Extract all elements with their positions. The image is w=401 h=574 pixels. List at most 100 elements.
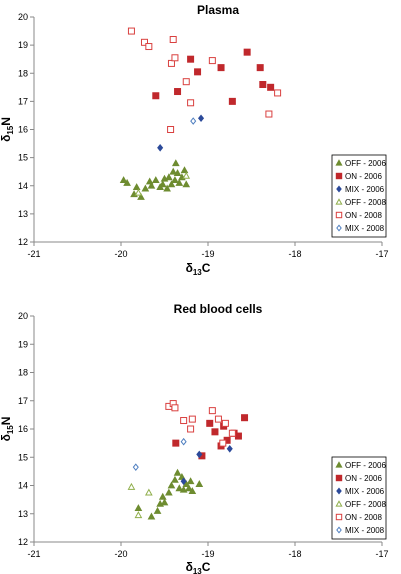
legend-marker [336,224,342,232]
data-point [157,143,164,152]
data-point [267,83,275,91]
y-tick-label: 15 [18,452,28,462]
data-point [144,488,153,496]
y-axis-label: δ15N [0,417,15,442]
data-point [259,81,267,88]
legend-marker [335,513,343,521]
legend-box [331,456,387,540]
x-tick-label: -18 [288,549,301,559]
data-point [208,407,216,415]
series-off-2006 [119,159,191,200]
legend-marker [335,211,343,219]
y-tick-label: 18 [18,368,28,378]
data-point [228,429,236,437]
legend-marker [335,461,343,468]
legend-label: MIX - 2008 [345,224,385,233]
data-point [132,463,139,471]
data-point [147,181,156,189]
data-point [194,68,202,76]
legend-label: ON - 2008 [345,211,382,220]
legend-label: OFF - 2008 [345,198,386,207]
data-point [171,404,179,412]
legend-label: MIX - 2008 [345,526,385,535]
chart-2: Red blood cells 12 13 14 15 16 17 18 19 20 -21 -20 -… [0,302,389,574]
data-point [169,36,177,43]
data-point [158,180,167,188]
data-point [169,167,178,175]
series-off-2008 [127,482,153,519]
legend-label: OFF - 2006 [345,159,386,168]
series-on-2006 [152,48,275,105]
y-tick-label: 16 [18,125,28,135]
data-point [137,192,145,200]
chart-title: Plasma [197,3,239,17]
data-point [134,504,143,511]
y-tick-label: 12 [18,537,28,547]
y-tick-label: 13 [18,209,28,219]
data-point [182,180,191,188]
series-on-2008 [165,400,236,447]
y-tick-label: 19 [18,40,28,50]
x-tick-label: -21 [27,249,40,259]
data-point [188,487,197,495]
legend-label: ON - 2008 [345,513,382,522]
data-point [163,184,171,192]
legend-marker [336,487,342,495]
data-point [171,54,179,62]
data-point [140,38,148,46]
data-point [171,475,179,483]
data-point [165,173,173,181]
data-point [186,477,195,485]
y-tick-label: 12 [18,237,28,247]
data-point [234,432,242,440]
chart-1: Plasma 12 13 14 15 16 17 18 19 20 -21 -20 -19 -18 -17 δ… [0,3,389,277]
x-tick-label: -21 [27,549,40,559]
x-tick-label: -17 [375,249,388,259]
data-point [274,89,282,97]
data-point [174,88,182,96]
data-point [167,180,176,188]
data-point [123,178,131,186]
y-tick-label: 20 [18,311,28,321]
data-point [147,512,156,520]
series-off-2006 [134,468,204,520]
data-point [219,439,227,447]
data-point [127,27,135,35]
legend: OFF - 2006 ON - 2006 MIX - 2006 OFF - 2008 O… [331,456,387,540]
legend-label: ON - 2006 [345,172,382,181]
data-point [179,485,188,493]
data-point [173,468,182,476]
data-point [172,439,180,447]
data-point [187,425,195,433]
y-tick-label: 17 [18,396,28,406]
series-on-2008 [127,27,282,133]
data-point [145,43,153,51]
x-tick-label: -19 [201,249,214,259]
data-point [165,488,173,496]
data-point [187,55,195,63]
x-axis-label: δ13C [186,261,211,277]
data-point [190,117,197,125]
legend-marker [335,198,343,205]
x-axis-label: δ13C [186,560,211,574]
x-tick-label: -20 [114,249,127,259]
data-point [167,59,175,67]
data-point [119,176,128,184]
data-point [132,183,141,191]
chart-title: Red blood cells [174,302,263,316]
legend-label: OFF - 2008 [345,500,386,509]
data-point [171,159,180,167]
x-tick-label: -17 [375,549,388,559]
data-point [160,498,169,506]
legend-label: OFF - 2006 [345,461,386,470]
data-point [127,482,136,490]
series-mix-2006 [180,444,233,486]
data-point [197,114,205,123]
legend-marker [335,159,343,166]
data-point [151,176,160,184]
data-point [173,169,182,176]
data-point [134,511,143,519]
legend-marker [336,185,342,193]
y-tick-label: 15 [18,153,28,163]
legend-marker [335,500,343,507]
